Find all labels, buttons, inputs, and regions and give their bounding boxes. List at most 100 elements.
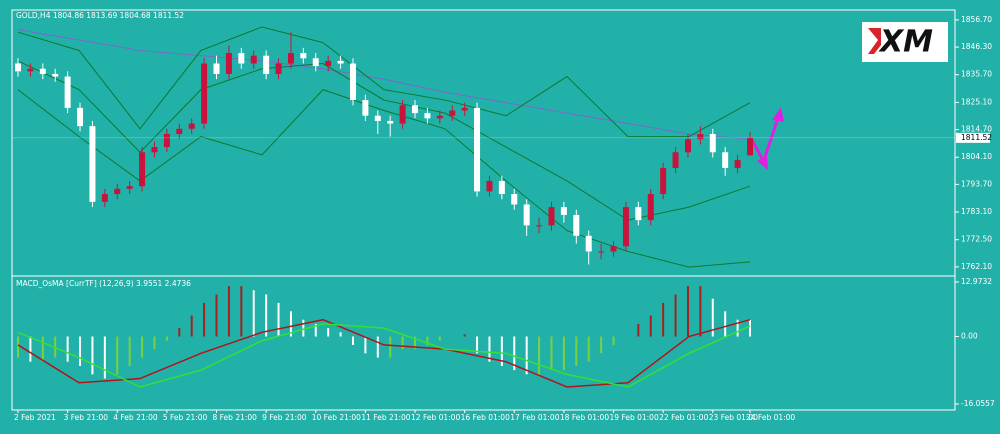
- x-tick-label: 18 Feb 01:00: [560, 413, 609, 422]
- candle-body: [635, 207, 642, 221]
- candle-body: [139, 152, 146, 187]
- y-tick-label: 1835.70: [961, 70, 992, 79]
- x-tick-label: 9 Feb 21:00: [262, 413, 307, 422]
- candle-body: [536, 225, 543, 227]
- candle-body: [734, 160, 741, 168]
- current-price-label: 1811.52: [961, 133, 992, 142]
- y-tick-label: 12.9732: [961, 277, 992, 286]
- candle-body: [349, 63, 356, 101]
- logo: XM: [878, 25, 933, 60]
- candle-body: [374, 115, 381, 121]
- candle-body: [486, 180, 493, 192]
- y-tick-label: 1783.10: [961, 207, 992, 216]
- x-tick-label: 10 Feb 21:00: [312, 413, 361, 422]
- macd-line: [17, 323, 751, 388]
- y-tick-label: 1825.10: [961, 97, 992, 106]
- y-tick-label: 1856.70: [961, 15, 992, 24]
- candle-body: [39, 68, 46, 74]
- candle-body: [436, 115, 443, 119]
- y-tick-label: -16.0557: [961, 399, 995, 408]
- candle-body: [622, 207, 629, 247]
- y-tick-label: 1846.30: [961, 42, 992, 51]
- candle-body: [101, 194, 108, 202]
- arrows: [750, 107, 784, 170]
- candle-body: [672, 152, 679, 168]
- macd-line: [17, 318, 751, 388]
- candle-body: [709, 133, 716, 153]
- symbol-header: GOLD,H4 1804.86 1813.69 1804.68 1811.52: [16, 11, 184, 20]
- candle-body: [697, 133, 704, 140]
- candle-body: [89, 126, 96, 202]
- candle-body: [387, 120, 394, 124]
- candle-body: [250, 55, 257, 64]
- frame: [11, 9, 956, 411]
- indicator-line: [17, 89, 751, 268]
- candle-body: [474, 107, 481, 192]
- y-tick-label: 0.00: [961, 332, 978, 341]
- logo-mark: [868, 28, 881, 54]
- x-tick-label: 19 Feb 01:00: [610, 413, 659, 422]
- current-price-box: [956, 132, 990, 143]
- candle-body: [461, 107, 468, 111]
- candle-body: [151, 147, 158, 153]
- candle-body: [598, 251, 605, 253]
- candle-body: [560, 207, 567, 215]
- x-tick-label: 22 Feb 01:00: [659, 413, 708, 422]
- x-tick-label: 3 Feb 21:00: [64, 413, 109, 422]
- x-tick-label: 24 Feb 01:00: [746, 413, 795, 422]
- candle-body: [660, 167, 667, 195]
- candle-body: [163, 133, 170, 148]
- candle-body: [263, 55, 270, 74]
- x-tick-label: 8 Feb 21:00: [213, 413, 258, 422]
- candle-body: [498, 180, 505, 195]
- candle-body: [300, 53, 307, 59]
- candle-body: [412, 105, 419, 114]
- candle-body: [449, 110, 456, 116]
- x-tick-label: 17 Feb 01:00: [510, 413, 559, 422]
- candle-body: [201, 63, 208, 124]
- indicator-title: MACD_OsMA [CurrTF] (12,26,9) 3.9551 2.47…: [16, 279, 191, 288]
- candle-body: [362, 100, 369, 116]
- y-tick-label: 1804.10: [961, 152, 992, 161]
- y-tick-label: 1762.10: [961, 262, 992, 271]
- candle-body: [225, 53, 232, 74]
- x-tick-label: 4 Feb 21:00: [113, 413, 158, 422]
- candle-body: [15, 63, 21, 72]
- candle-body: [337, 60, 344, 64]
- x-tick-label: 12 Feb 01:00: [411, 413, 460, 422]
- candle-body: [573, 214, 580, 236]
- candle-body: [325, 60, 332, 67]
- candle-body: [647, 194, 654, 221]
- y-tick-label: 1814.70: [961, 125, 992, 134]
- candle-body: [511, 194, 518, 205]
- candle-body: [126, 186, 133, 189]
- candle-body: [238, 53, 245, 64]
- candle-body: [399, 105, 406, 124]
- candle-body: [27, 68, 34, 72]
- candle-body: [684, 139, 691, 153]
- candle-body: [548, 207, 555, 226]
- candle-body: [523, 204, 530, 226]
- x-tick-label: 2 Feb 2021: [14, 413, 56, 422]
- candle-body: [52, 73, 59, 77]
- y-tick-label: 1793.70: [961, 179, 992, 188]
- x-tick-label: 23 Feb 01:00: [709, 413, 758, 422]
- candle-body: [722, 152, 729, 168]
- candle-body: [77, 107, 84, 127]
- candle-body: [275, 63, 282, 74]
- candle-body: [585, 235, 592, 252]
- candle-body: [610, 246, 617, 252]
- candle-body: [176, 128, 183, 134]
- candle-body: [312, 58, 319, 67]
- candle-body: [424, 113, 431, 119]
- candle-body: [287, 53, 294, 64]
- indicator-line: [17, 60, 751, 221]
- indicator-line: [17, 29, 751, 140]
- indicator-line: [17, 26, 751, 138]
- candle-body: [213, 63, 220, 74]
- candle-body: [114, 188, 121, 195]
- candle-body: [188, 123, 195, 129]
- candle-body: [64, 76, 71, 108]
- candle-body: [747, 137, 753, 156]
